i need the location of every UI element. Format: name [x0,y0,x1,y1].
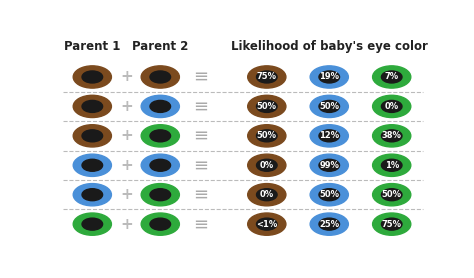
Circle shape [150,189,171,201]
Circle shape [319,71,339,83]
Circle shape [382,100,402,112]
Circle shape [319,130,339,142]
Circle shape [373,183,411,206]
Circle shape [141,183,179,206]
Text: ≡: ≡ [193,127,208,145]
Circle shape [382,71,402,83]
Text: +: + [121,70,134,85]
Circle shape [73,183,111,206]
Circle shape [82,71,102,83]
Circle shape [373,66,411,88]
Text: +: + [121,128,134,143]
Circle shape [373,95,411,118]
Circle shape [73,66,111,88]
Text: 12%: 12% [319,131,339,140]
Circle shape [382,159,402,171]
Circle shape [382,130,402,142]
Text: +: + [121,158,134,173]
Text: +: + [121,217,134,232]
Text: Parent 1: Parent 1 [64,40,120,53]
Circle shape [256,130,277,142]
Circle shape [310,66,348,88]
Text: 7%: 7% [384,73,399,81]
Text: 38%: 38% [382,131,401,140]
Circle shape [82,189,102,201]
Circle shape [150,218,171,230]
Text: ≡: ≡ [193,215,208,233]
Circle shape [141,154,179,177]
Circle shape [382,189,402,201]
Text: Parent 2: Parent 2 [132,40,189,53]
Text: 25%: 25% [319,220,339,229]
Text: <1%: <1% [256,220,277,229]
Text: 99%: 99% [319,161,339,170]
Circle shape [319,189,339,201]
Circle shape [248,154,286,177]
Text: ≡: ≡ [193,68,208,86]
Text: 75%: 75% [257,73,277,81]
Circle shape [319,100,339,112]
Circle shape [310,95,348,118]
Circle shape [310,183,348,206]
Text: +: + [121,99,134,114]
Circle shape [150,100,171,112]
Circle shape [373,213,411,235]
Text: ≡: ≡ [193,97,208,115]
Circle shape [150,130,171,142]
Circle shape [150,71,171,83]
Text: 75%: 75% [382,220,401,229]
Circle shape [73,154,111,177]
Circle shape [256,71,277,83]
Circle shape [310,154,348,177]
Circle shape [382,218,402,230]
Circle shape [82,100,102,112]
Text: Likelihood of baby's eye color: Likelihood of baby's eye color [231,40,428,53]
Text: 50%: 50% [319,190,339,199]
Circle shape [373,125,411,147]
Circle shape [248,95,286,118]
Circle shape [73,125,111,147]
Circle shape [248,213,286,235]
Text: 19%: 19% [319,73,339,81]
Text: ≡: ≡ [193,186,208,204]
Text: 0%: 0% [260,161,274,170]
Circle shape [141,125,179,147]
Circle shape [310,125,348,147]
Text: 50%: 50% [382,190,401,199]
Circle shape [256,159,277,171]
Text: 50%: 50% [257,102,277,111]
Circle shape [141,213,179,235]
Circle shape [373,154,411,177]
Circle shape [248,66,286,88]
Circle shape [256,100,277,112]
Circle shape [82,218,102,230]
Circle shape [141,95,179,118]
Circle shape [150,159,171,171]
Circle shape [310,213,348,235]
Circle shape [73,95,111,118]
Text: +: + [121,187,134,202]
Circle shape [82,130,102,142]
Circle shape [319,159,339,171]
Text: ≡: ≡ [193,156,208,174]
Circle shape [141,66,179,88]
Text: 50%: 50% [319,102,339,111]
Circle shape [73,213,111,235]
Circle shape [256,218,277,230]
Text: 0%: 0% [384,102,399,111]
Circle shape [248,183,286,206]
Text: 50%: 50% [257,131,277,140]
Text: 1%: 1% [384,161,399,170]
Text: 0%: 0% [260,190,274,199]
Circle shape [256,189,277,201]
Circle shape [82,159,102,171]
Circle shape [319,218,339,230]
Circle shape [248,125,286,147]
